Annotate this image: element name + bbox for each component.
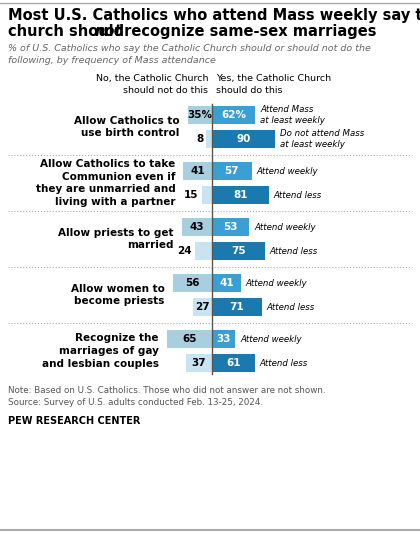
Bar bbox=[183, 162, 212, 180]
Text: 27: 27 bbox=[195, 302, 210, 312]
Bar bbox=[206, 130, 212, 148]
Text: 81: 81 bbox=[233, 190, 248, 200]
Bar bbox=[212, 106, 255, 124]
Text: No, the Catholic Church
should not do this: No, the Catholic Church should not do th… bbox=[95, 74, 208, 95]
Text: Attend Mass
at least weekly: Attend Mass at least weekly bbox=[260, 105, 325, 125]
Text: recognize same-sex marriages: recognize same-sex marriages bbox=[119, 24, 376, 39]
Text: Attend weekly: Attend weekly bbox=[254, 223, 316, 232]
Text: 57: 57 bbox=[225, 166, 239, 176]
Bar bbox=[212, 186, 269, 204]
Text: Allow priests to get
married: Allow priests to get married bbox=[58, 227, 174, 250]
Text: Allow Catholics to
use birth control: Allow Catholics to use birth control bbox=[74, 115, 179, 138]
Text: 41: 41 bbox=[190, 166, 205, 176]
Bar bbox=[212, 354, 255, 372]
Text: 71: 71 bbox=[230, 302, 244, 312]
Text: Allow Catholics to take
Communion even if
they are unmarried and
living with a p: Allow Catholics to take Communion even i… bbox=[36, 159, 175, 207]
Text: 37: 37 bbox=[192, 358, 206, 368]
Bar bbox=[212, 330, 235, 348]
Text: Do not attend Mass
at least weekly: Do not attend Mass at least weekly bbox=[280, 129, 364, 149]
Text: 8: 8 bbox=[196, 134, 203, 144]
Text: 56: 56 bbox=[185, 278, 200, 288]
Text: 90: 90 bbox=[236, 134, 251, 144]
Text: 43: 43 bbox=[190, 222, 204, 232]
Bar bbox=[187, 106, 212, 124]
Bar bbox=[212, 218, 249, 236]
Text: Attend weekly: Attend weekly bbox=[240, 334, 302, 343]
Text: 65: 65 bbox=[182, 334, 197, 344]
Bar bbox=[212, 130, 275, 148]
Bar bbox=[212, 242, 265, 260]
Bar bbox=[166, 330, 212, 348]
Bar bbox=[173, 274, 212, 292]
Text: Attend less: Attend less bbox=[260, 358, 308, 367]
Text: Recognize the
marriages of gay
and lesbian couples: Recognize the marriages of gay and lesbi… bbox=[42, 333, 158, 369]
Text: 33: 33 bbox=[216, 334, 231, 344]
Text: 24: 24 bbox=[178, 246, 192, 256]
Text: Most U.S. Catholics who attend Mass weekly say the: Most U.S. Catholics who attend Mass week… bbox=[8, 8, 420, 23]
Text: 53: 53 bbox=[223, 222, 238, 232]
Text: 41: 41 bbox=[219, 278, 234, 288]
Text: Allow women to
become priests: Allow women to become priests bbox=[71, 284, 165, 307]
Text: 75: 75 bbox=[231, 246, 246, 256]
Text: 61: 61 bbox=[226, 358, 241, 368]
Bar bbox=[202, 186, 212, 204]
Bar bbox=[182, 218, 212, 236]
Text: Attend less: Attend less bbox=[274, 191, 322, 200]
Text: Note: Based on U.S. Catholics. Those who did not answer are not shown.
Source: S: Note: Based on U.S. Catholics. Those who… bbox=[8, 386, 326, 407]
Bar bbox=[195, 242, 212, 260]
Bar bbox=[193, 298, 212, 316]
Text: Attend less: Attend less bbox=[267, 302, 315, 311]
Text: 35%: 35% bbox=[187, 110, 212, 120]
Text: % of U.S. Catholics who say the Catholic Church should or should not do the
foll: % of U.S. Catholics who say the Catholic… bbox=[8, 44, 371, 65]
Text: Attend less: Attend less bbox=[270, 247, 318, 255]
Text: 62%: 62% bbox=[221, 110, 246, 120]
Text: church should: church should bbox=[8, 24, 129, 39]
Bar bbox=[212, 298, 262, 316]
Bar bbox=[212, 274, 241, 292]
Text: PEW RESEARCH CENTER: PEW RESEARCH CENTER bbox=[8, 416, 140, 426]
Text: Attend weekly: Attend weekly bbox=[246, 279, 307, 287]
Text: 15: 15 bbox=[184, 190, 199, 200]
Bar bbox=[212, 162, 252, 180]
Text: Attend weekly: Attend weekly bbox=[257, 167, 318, 176]
Text: Yes, the Catholic Church
should do this: Yes, the Catholic Church should do this bbox=[216, 74, 331, 95]
Text: not: not bbox=[95, 24, 122, 39]
Bar bbox=[186, 354, 212, 372]
